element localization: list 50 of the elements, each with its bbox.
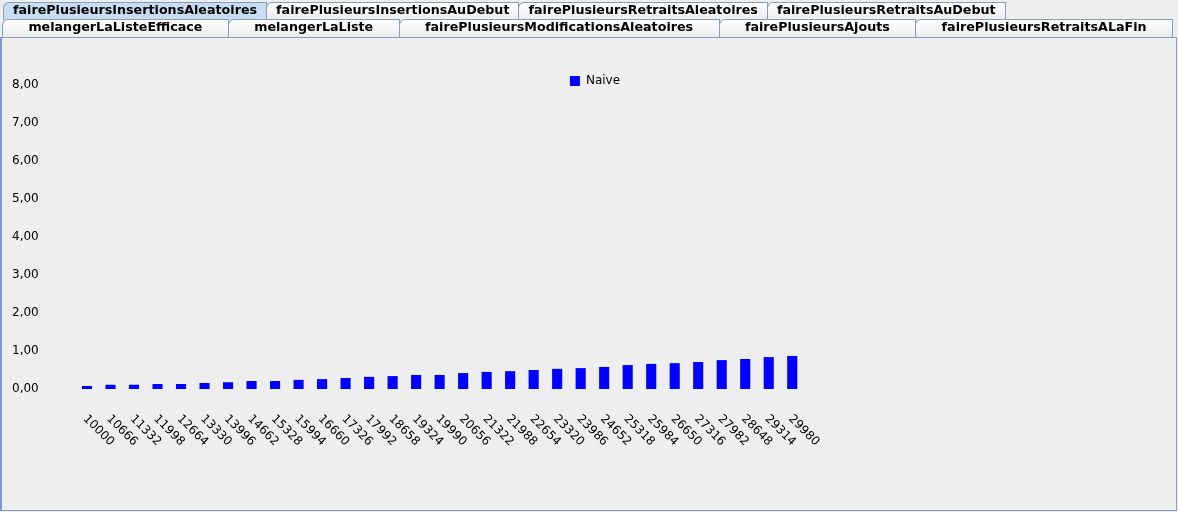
y-tick-label: 0,00 — [12, 381, 39, 396]
bar — [693, 362, 704, 389]
text: melangerLaListeEfficace — [28, 19, 203, 34]
text: fairePlusieursAjouts — [744, 19, 890, 34]
y-tick-label: 4,00 — [12, 229, 39, 244]
bar — [105, 384, 116, 389]
bar — [223, 382, 234, 389]
bar — [458, 373, 469, 389]
bar — [763, 357, 774, 389]
bar — [669, 363, 680, 389]
bar — [787, 355, 798, 389]
bar — [716, 360, 727, 389]
text: fairePlusieursRetraitsAleatoires — [528, 2, 758, 17]
bar — [175, 384, 187, 389]
y-tick-label: 5,00 — [12, 191, 39, 206]
text: fairePlusieursRetraitsALaFin — [941, 19, 1147, 34]
bar — [364, 376, 375, 389]
bar — [152, 384, 163, 389]
y-tick-label: 8,00 — [12, 77, 39, 92]
text: melangerLaListe — [254, 19, 374, 34]
bar — [528, 370, 539, 389]
bar — [622, 365, 633, 389]
bar — [270, 381, 281, 389]
y-tick-label: 2,00 — [12, 305, 39, 320]
text: fairePlusieursRetraitsAuDebut — [776, 2, 996, 17]
y-tick-label: 3,00 — [12, 267, 39, 282]
bar — [128, 384, 140, 389]
bar — [199, 382, 210, 389]
bar — [317, 379, 328, 389]
bar — [293, 379, 304, 389]
bar — [552, 368, 563, 389]
bar — [340, 377, 351, 389]
bar — [481, 371, 492, 389]
text: fairePlusieursModificationsAleatoires — [424, 19, 694, 34]
bar — [646, 363, 657, 389]
bar — [599, 366, 610, 389]
y-tick-label: 7,00 — [12, 115, 39, 130]
legend-label: Naive — [585, 73, 621, 88]
bar — [81, 385, 93, 389]
bar — [505, 371, 516, 389]
y-tick-label: 1,00 — [12, 343, 39, 358]
y-tick-label: 6,00 — [12, 153, 39, 168]
chart-title: fairePlusieursInsertionsAleatoires — [13, 2, 258, 17]
bar — [575, 368, 586, 389]
bar — [411, 374, 422, 389]
text: fairePlusieursInsertionsAuDebut — [276, 2, 510, 17]
bar — [246, 381, 257, 389]
bar — [387, 376, 398, 389]
bar — [434, 374, 445, 389]
bar — [740, 358, 751, 389]
